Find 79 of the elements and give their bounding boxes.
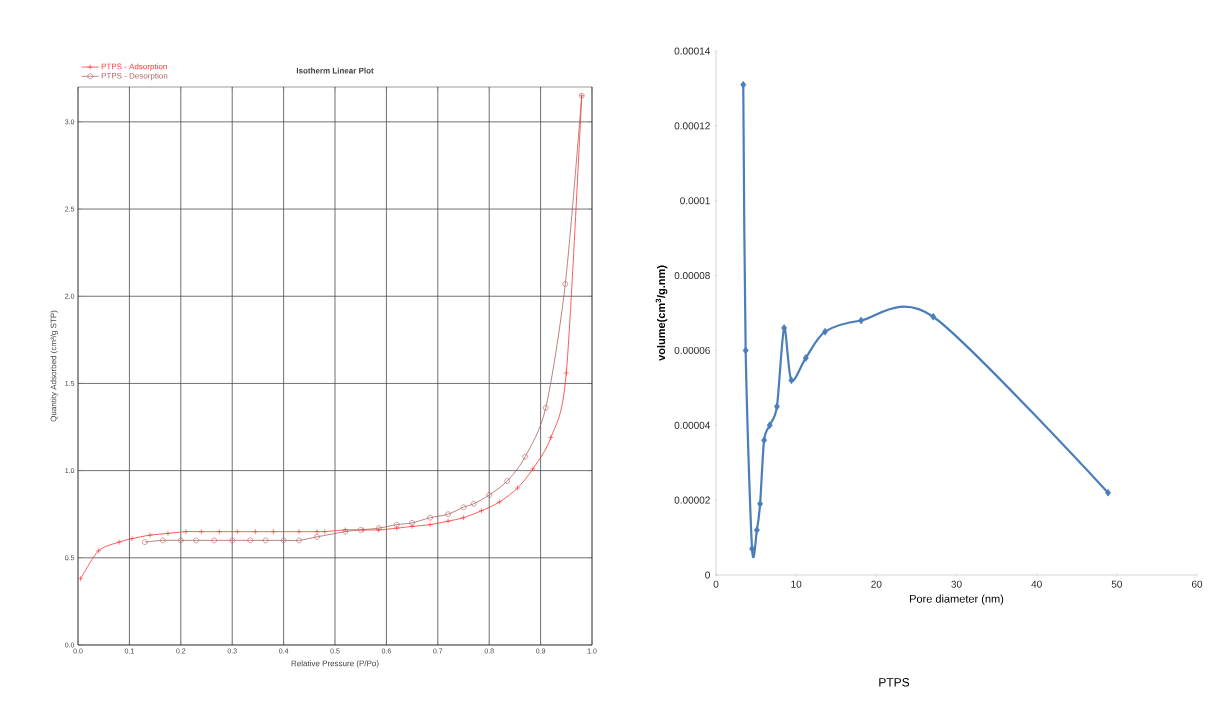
point bbox=[95, 548, 102, 554]
y-tick-label: 0.00004 bbox=[674, 421, 711, 429]
point bbox=[788, 376, 795, 385]
point bbox=[234, 528, 241, 535]
point bbox=[393, 521, 400, 528]
y-tick-label: 0.00002 bbox=[674, 496, 710, 504]
point bbox=[478, 507, 485, 514]
point bbox=[445, 511, 451, 517]
legend-label: PTPS - Adsorption bbox=[101, 63, 167, 71]
y-tick-label: 0 bbox=[705, 571, 710, 579]
y-axis-title: Quantity Adsorbed (cm³/g STP) bbox=[50, 310, 58, 422]
point bbox=[296, 537, 302, 544]
point bbox=[460, 514, 467, 521]
y-tick-label: 0.0001 bbox=[680, 197, 710, 205]
x-axis-title: Pore diameter (nm) bbox=[910, 594, 1004, 605]
y-tick-label: 0.00012 bbox=[674, 122, 710, 130]
x-tick-label: 60 bbox=[1191, 580, 1203, 588]
x-tick-label: 20 bbox=[871, 580, 882, 588]
point bbox=[262, 537, 269, 544]
point bbox=[757, 500, 764, 508]
point bbox=[211, 537, 218, 544]
point bbox=[470, 500, 477, 507]
point bbox=[129, 535, 135, 542]
x-tick-label: 10 bbox=[791, 580, 802, 588]
point bbox=[216, 528, 223, 535]
point bbox=[165, 530, 171, 537]
text: PTPS bbox=[879, 678, 910, 687]
point bbox=[280, 537, 287, 544]
point bbox=[548, 434, 554, 441]
point bbox=[252, 528, 259, 535]
chart-title: Isotherm Linear Plot bbox=[296, 67, 374, 74]
point bbox=[116, 539, 122, 545]
point bbox=[321, 528, 328, 535]
y-axis-title: volume(cm$^{3}$/g.nm) bbox=[655, 265, 668, 361]
point bbox=[445, 518, 451, 524]
point bbox=[393, 525, 400, 531]
point bbox=[542, 405, 549, 411]
point bbox=[742, 346, 749, 355]
point bbox=[193, 537, 200, 544]
legend-label: PTPS - Desorption bbox=[101, 72, 168, 81]
x-tick-label: 0 bbox=[713, 580, 719, 588]
point bbox=[247, 537, 253, 544]
point bbox=[753, 526, 760, 534]
point bbox=[427, 514, 433, 521]
point bbox=[740, 80, 747, 89]
point bbox=[296, 528, 302, 535]
point bbox=[563, 370, 570, 376]
point bbox=[460, 504, 467, 511]
point bbox=[766, 421, 773, 430]
point bbox=[409, 520, 415, 526]
x-tick-label: 50 bbox=[1111, 580, 1123, 588]
point bbox=[522, 453, 528, 460]
point bbox=[198, 528, 205, 535]
point bbox=[178, 537, 184, 544]
point bbox=[530, 466, 536, 472]
point bbox=[514, 485, 521, 491]
y-tick-label: 0.00006 bbox=[674, 346, 710, 354]
point bbox=[160, 537, 166, 544]
point bbox=[427, 521, 433, 528]
point bbox=[858, 316, 865, 325]
y-tick-label: 0.00014 bbox=[674, 47, 711, 55]
point bbox=[930, 312, 937, 321]
point bbox=[496, 499, 503, 505]
point bbox=[802, 354, 809, 362]
point bbox=[229, 537, 236, 544]
point bbox=[147, 532, 153, 538]
point bbox=[314, 534, 320, 540]
point bbox=[486, 492, 493, 498]
point bbox=[314, 528, 320, 535]
point bbox=[504, 478, 510, 484]
y-tick-label: 0.00008 bbox=[674, 272, 710, 280]
point bbox=[761, 436, 768, 445]
x-axis-title: Relative Pressure (P/Po) bbox=[291, 660, 379, 668]
x-tick-label: 40 bbox=[1031, 580, 1042, 588]
point bbox=[183, 528, 189, 535]
point bbox=[270, 528, 277, 535]
x-tick-label: 30 bbox=[951, 580, 962, 588]
point bbox=[562, 281, 569, 287]
point bbox=[409, 523, 415, 530]
